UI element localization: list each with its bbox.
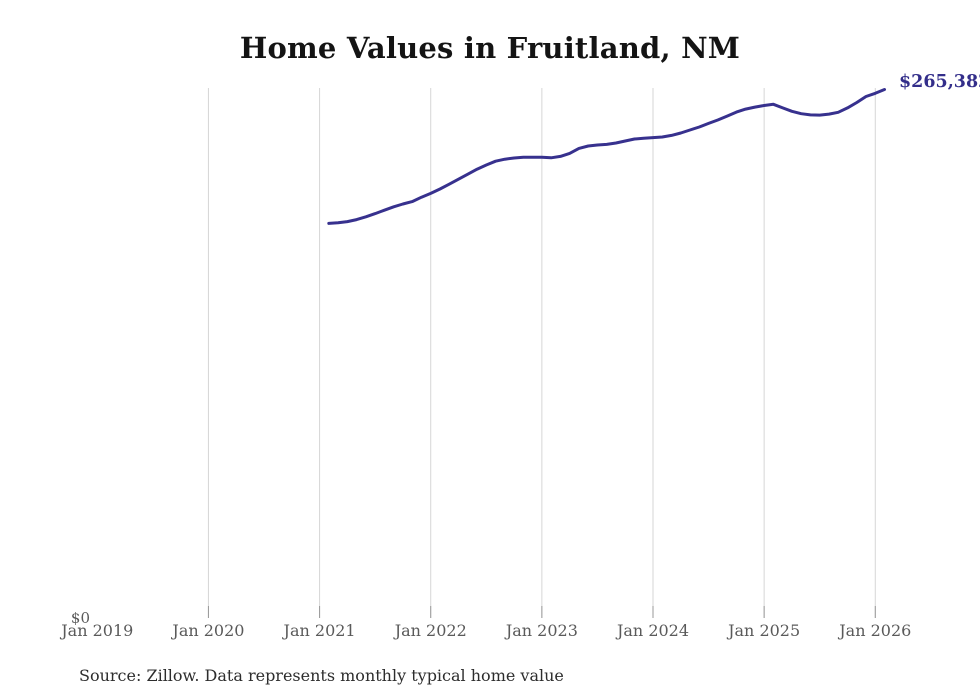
x-axis-label: Jan 2019 bbox=[61, 621, 134, 640]
x-axis-label: Jan 2026 bbox=[839, 621, 912, 640]
x-axis-label: Jan 2023 bbox=[505, 621, 578, 640]
source-note: Source: Zillow. Data represents monthly … bbox=[79, 666, 564, 685]
x-axis-label: Jan 2020 bbox=[172, 621, 245, 640]
x-axis-label: Jan 2022 bbox=[394, 621, 467, 640]
y-axis-zero-label: $0 bbox=[70, 609, 90, 627]
x-axis-label: Jan 2021 bbox=[283, 621, 356, 640]
latest-value-label: $265,382 bbox=[899, 72, 980, 92]
x-axis-label: Jan 2025 bbox=[728, 621, 801, 640]
page-title: Home Values in Fruitland, NM bbox=[239, 31, 741, 65]
home-value-line bbox=[327, 88, 886, 225]
x-axis-label: Jan 2024 bbox=[616, 621, 690, 640]
